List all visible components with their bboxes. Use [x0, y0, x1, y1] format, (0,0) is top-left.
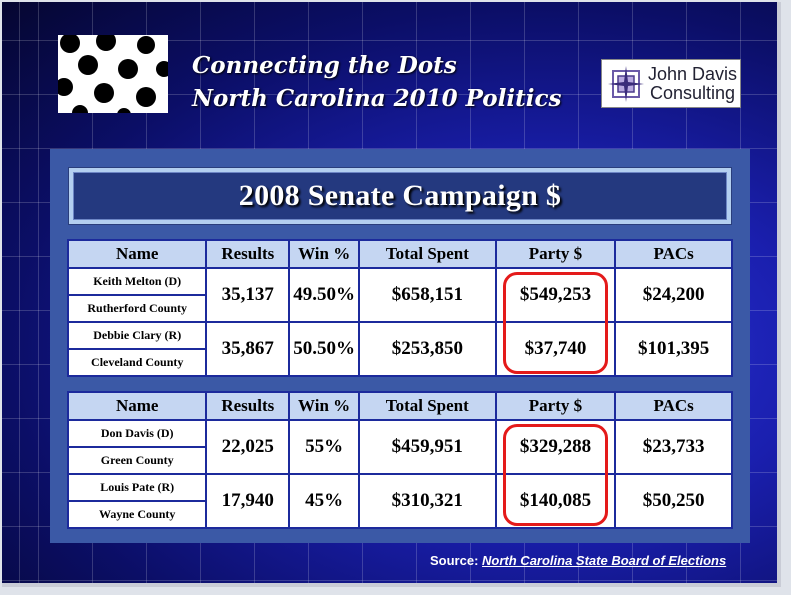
- col-pacs-header: PACs: [614, 239, 733, 269]
- race-table-2: Name Results Win % Total Spent Party $ P…: [66, 391, 733, 529]
- total-spent-cell: $253,850: [358, 321, 497, 377]
- title-line-1: Connecting the Dots: [192, 52, 457, 79]
- heading-box: 2008 Senate Campaign $: [68, 167, 732, 225]
- table-row: Louis Pate (R) 17,940 45% $310,321 $140,…: [66, 473, 733, 529]
- table-row: Rutherford County: [66, 294, 732, 323]
- pacs-cell: $23,733: [614, 419, 733, 475]
- col-party-header: Party $: [494, 391, 617, 421]
- table-row: Wayne County: [66, 500, 732, 529]
- col-name-header: Name: [66, 391, 208, 421]
- col-win-header: Win %: [288, 391, 360, 421]
- col-name-header: Name: [66, 239, 208, 269]
- pacs-cell: $50,250: [614, 473, 733, 529]
- highlight-circle: [503, 424, 608, 526]
- slide: Connecting the Dots North Carolina 2010 …: [2, 2, 781, 587]
- table-row: Keith Melton (D) 35,137 49.50% $658,151 …: [66, 267, 733, 323]
- candidate-county: Rutherford County: [66, 294, 208, 323]
- pacs-cell: $24,200: [614, 267, 733, 323]
- col-results-header: Results: [205, 391, 291, 421]
- source-label: Source:: [430, 553, 479, 568]
- candidate-county: Cleveland County: [66, 348, 208, 377]
- results-cell: 35,867: [205, 321, 291, 377]
- logo-text: John Davis Consulting: [648, 63, 738, 103]
- col-party-header: Party $: [494, 239, 617, 269]
- results-cell: 17,940: [205, 473, 291, 529]
- col-pacs-header: PACs: [614, 391, 733, 421]
- total-spent-cell: $310,321: [358, 473, 497, 529]
- pacs-cell: $101,395: [614, 321, 733, 377]
- table-row: Don Davis (D) 22,025 55% $459,951 $329,2…: [66, 419, 733, 475]
- table-row: Green County: [66, 446, 732, 475]
- compass-rose-icon: [608, 65, 644, 102]
- table-header-row: Name Results Win % Total Spent Party $ P…: [66, 239, 733, 269]
- heading: 2008 Senate Campaign $: [73, 172, 727, 220]
- slide-title: Connecting the Dots North Carolina 2010 …: [192, 49, 561, 115]
- win-cell: 45%: [288, 473, 360, 529]
- table-header-row: Name Results Win % Total Spent Party $ P…: [66, 391, 733, 421]
- win-cell: 55%: [288, 419, 360, 475]
- col-total-header: Total Spent: [358, 391, 497, 421]
- candidate-name: Keith Melton (D): [66, 267, 208, 296]
- results-cell: 35,137: [205, 267, 291, 323]
- col-results-header: Results: [205, 239, 291, 269]
- candidate-county: Green County: [66, 446, 208, 475]
- candidate-name: Don Davis (D): [66, 419, 208, 448]
- total-spent-cell: $459,951: [358, 419, 497, 475]
- win-cell: 49.50%: [288, 267, 361, 323]
- race-table-1: Name Results Win % Total Spent Party $ P…: [66, 239, 733, 377]
- table-row: Debbie Clary (R) 35,867 50.50% $253,850 …: [66, 321, 733, 377]
- title-line-2: North Carolina 2010 Politics: [192, 85, 562, 112]
- col-total-header: Total Spent: [358, 239, 497, 269]
- col-win-header: Win %: [288, 239, 361, 269]
- table-row: Cleveland County: [66, 348, 732, 377]
- candidate-name: Debbie Clary (R): [66, 321, 208, 350]
- john-davis-consulting-logo: John Davis Consulting: [601, 59, 741, 108]
- total-spent-cell: $658,151: [358, 267, 497, 323]
- dots-logo: [58, 35, 168, 113]
- source-note: Source: North Carolina State Board of El…: [430, 553, 726, 568]
- candidate-county: Wayne County: [66, 500, 208, 529]
- source-link[interactable]: North Carolina State Board of Elections: [482, 553, 727, 568]
- highlight-circle: [503, 272, 608, 374]
- candidate-name: Louis Pate (R): [66, 473, 208, 502]
- win-cell: 50.50%: [288, 321, 361, 377]
- results-cell: 22,025: [205, 419, 291, 475]
